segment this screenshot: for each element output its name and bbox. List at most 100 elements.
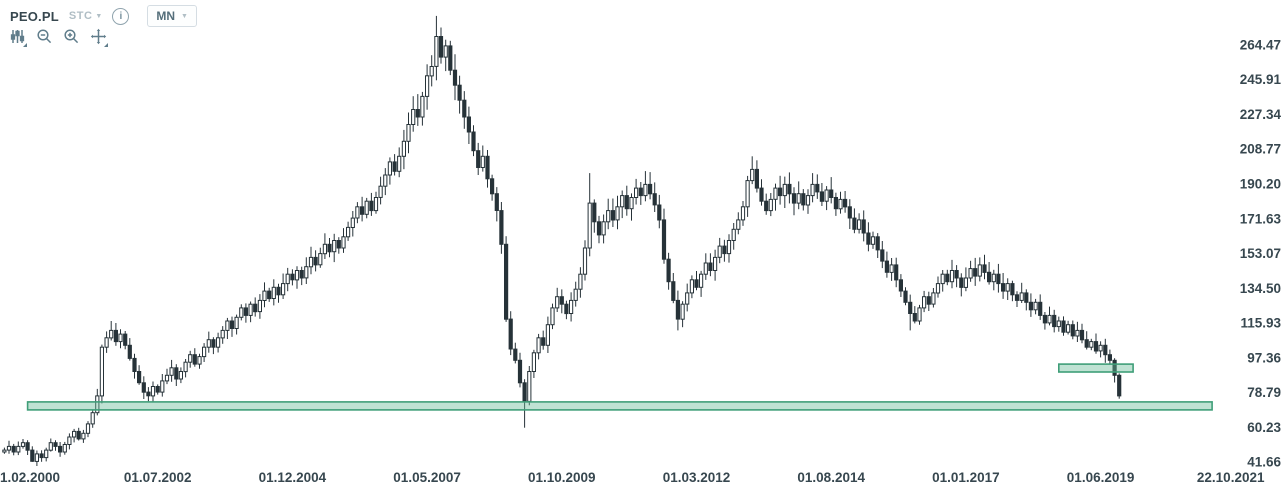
candle-body bbox=[457, 84, 462, 101]
candle-body bbox=[85, 423, 91, 434]
candle-body bbox=[977, 264, 982, 277]
candle-body bbox=[857, 219, 862, 230]
candle-body bbox=[174, 367, 179, 380]
symbol-label: PEO.PL bbox=[10, 8, 59, 24]
candle-body bbox=[778, 187, 783, 197]
candle-body bbox=[926, 296, 931, 305]
candle-body bbox=[1061, 320, 1066, 333]
candle-body bbox=[257, 299, 262, 313]
y-axis-tick-label: 245.91 bbox=[1240, 72, 1282, 87]
candle-body bbox=[211, 339, 216, 348]
candle-body bbox=[517, 359, 523, 384]
candle-body bbox=[220, 329, 225, 339]
candle-body bbox=[1056, 320, 1061, 328]
candle-body bbox=[346, 226, 351, 238]
indicators-icon[interactable] bbox=[8, 27, 27, 47]
candle-body bbox=[884, 260, 889, 273]
candle-body bbox=[759, 187, 764, 202]
candle-body bbox=[285, 273, 290, 285]
timeframe-dropdown[interactable]: MN ▼ bbox=[147, 5, 197, 27]
candle-body bbox=[39, 453, 44, 459]
candle-body bbox=[959, 277, 964, 288]
candle-body bbox=[322, 243, 327, 255]
candle-body bbox=[1107, 354, 1113, 361]
candle-body bbox=[118, 333, 123, 343]
candle-body bbox=[536, 337, 541, 354]
candle-body bbox=[234, 316, 239, 329]
short-support-zone[interactable] bbox=[1058, 363, 1134, 373]
candle-body bbox=[796, 193, 801, 204]
candle-body bbox=[360, 206, 365, 215]
candle-body bbox=[564, 303, 569, 315]
candle-body bbox=[1089, 341, 1094, 348]
candle-body bbox=[443, 45, 448, 58]
candle-body bbox=[870, 236, 876, 245]
candle-body bbox=[113, 329, 119, 343]
y-axis-tick-label: 97.36 bbox=[1247, 350, 1281, 365]
candle-body bbox=[30, 449, 35, 462]
y-axis-tick-label: 171.63 bbox=[1240, 211, 1282, 226]
candle-body bbox=[2, 449, 7, 453]
candle-body bbox=[415, 109, 420, 118]
candle-body bbox=[267, 290, 272, 300]
x-axis-tick-label: 01.08.2014 bbox=[797, 470, 865, 485]
y-axis-tick-label: 41.66 bbox=[1247, 455, 1281, 470]
candle-body bbox=[1047, 314, 1052, 324]
pan-icon[interactable] bbox=[89, 27, 108, 47]
candle-body bbox=[908, 301, 913, 314]
candle-body bbox=[1001, 283, 1006, 292]
candle-body bbox=[62, 444, 67, 453]
candle-body bbox=[634, 187, 639, 199]
candle-body bbox=[253, 303, 258, 313]
y-axis-tick-label: 227.34 bbox=[1240, 107, 1282, 122]
info-icon[interactable]: i bbox=[112, 7, 130, 25]
candle-body bbox=[643, 183, 648, 197]
candle-body bbox=[313, 256, 318, 266]
candle-body bbox=[350, 217, 355, 229]
candle-body bbox=[11, 445, 16, 453]
candle-body bbox=[216, 337, 221, 348]
candle-body bbox=[954, 270, 959, 279]
candle-body bbox=[875, 236, 880, 251]
candle-body bbox=[1117, 374, 1122, 397]
chart-toolbar bbox=[8, 27, 108, 47]
candle-body bbox=[25, 442, 30, 451]
candle-body bbox=[1005, 283, 1010, 292]
candle-body bbox=[838, 198, 843, 210]
y-axis-tick-label: 208.77 bbox=[1240, 142, 1281, 157]
submenu-corner-icon bbox=[104, 43, 108, 47]
candle-body bbox=[341, 236, 346, 249]
zoom-out-icon[interactable] bbox=[35, 27, 53, 45]
candle-body bbox=[736, 219, 741, 230]
candle-body bbox=[750, 168, 755, 182]
submenu-corner-icon bbox=[23, 43, 27, 47]
indicator-selector[interactable]: STC ▼ bbox=[69, 10, 102, 22]
candle-body bbox=[555, 296, 560, 309]
candle-body bbox=[1093, 341, 1099, 352]
candle-body bbox=[420, 95, 425, 118]
candle-body bbox=[499, 210, 504, 245]
y-axis-tick-label: 134.50 bbox=[1240, 281, 1281, 296]
candle-body bbox=[666, 258, 671, 283]
candle-body bbox=[332, 240, 337, 253]
candle-body bbox=[987, 271, 992, 283]
candle-body bbox=[810, 183, 815, 197]
candle-body bbox=[336, 240, 341, 249]
candle-body bbox=[364, 200, 369, 215]
zoom-in-icon[interactable] bbox=[62, 27, 80, 45]
candle-body bbox=[188, 354, 193, 363]
candle-body bbox=[448, 45, 453, 71]
candle-body bbox=[852, 217, 857, 230]
candle-body bbox=[726, 240, 732, 255]
candle-body bbox=[898, 279, 903, 292]
candle-body bbox=[596, 221, 602, 236]
candle-body bbox=[192, 354, 197, 365]
candle-body bbox=[866, 232, 871, 245]
long-support-zone[interactable] bbox=[26, 401, 1213, 411]
chart-header: PEO.PL STC ▼ i MN ▼ bbox=[10, 5, 197, 27]
candle-body bbox=[95, 395, 100, 414]
candle-body bbox=[917, 307, 922, 322]
candle-body bbox=[982, 264, 987, 273]
candle-body bbox=[1042, 314, 1048, 324]
